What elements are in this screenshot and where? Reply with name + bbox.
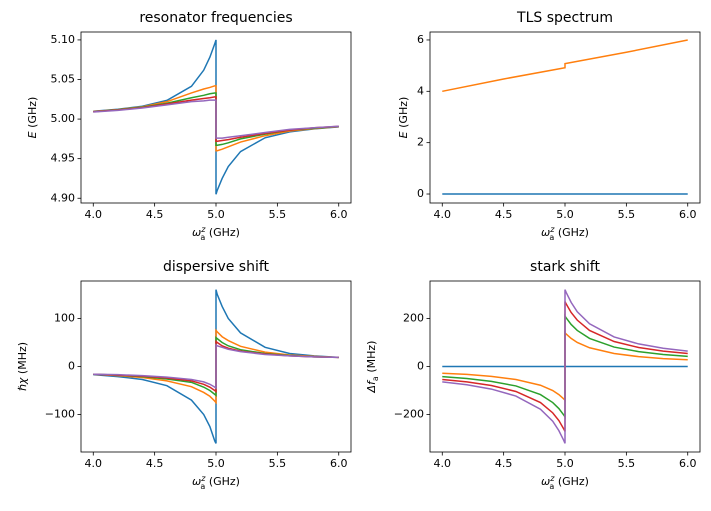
x-axis-label: ωz a (GHz) <box>541 474 589 491</box>
y-tick-label: −100 <box>45 408 75 421</box>
label-subscript: a <box>549 482 554 491</box>
x-tick-label: 6.0 <box>330 457 348 470</box>
y-axis-label: E (GHz) <box>26 97 39 139</box>
x-tick-label: 5.0 <box>556 457 574 470</box>
label-subscript: a <box>549 233 554 242</box>
x-tick-label: 4.0 <box>434 208 452 221</box>
label-subscript: a <box>200 233 205 242</box>
x-axis-label: ωz a (GHz) <box>192 225 240 242</box>
label-symbol: ω <box>192 226 201 239</box>
x-tick-label: 5.5 <box>618 457 636 470</box>
series-line <box>442 289 688 444</box>
x-axis-label: ωz a (GHz) <box>541 225 589 242</box>
label-unit: (GHz) <box>554 226 589 239</box>
subplot: dispersive shift 4.0 4.5 5.0 5.5 6.0 −100 0 100 ω… <box>16 259 352 491</box>
x-tick-label: 4.0 <box>85 457 103 470</box>
label-symbol: ω <box>192 475 201 488</box>
label-unit: (GHz) <box>554 475 589 488</box>
x-tick-label: 5.5 <box>618 208 636 221</box>
label-superscript: z <box>549 474 555 483</box>
series-line <box>93 99 339 139</box>
label-superscript: z <box>200 474 206 483</box>
x-axis-label: ωz a (GHz) <box>192 474 240 491</box>
y-tick-label: 2 <box>417 136 424 149</box>
label-unit: (GHz) <box>205 475 240 488</box>
label-unit: (GHz) <box>26 97 39 132</box>
x-tick-label: 4.0 <box>434 457 452 470</box>
y-axis-label: ℏχ (MHz) <box>16 342 29 391</box>
label-subscript: a <box>200 482 205 491</box>
x-tick-label: 5.5 <box>269 208 287 221</box>
y-tick-label: 4.95 <box>51 152 76 165</box>
x-tick-label: 4.0 <box>85 208 103 221</box>
y-tick-label: −200 <box>394 408 424 421</box>
y-tick-label: 5.05 <box>51 73 76 86</box>
plot-area <box>93 289 339 444</box>
subplot: resonator frequencies 4.0 4.5 5.0 5.5 6.0 4.90… <box>26 10 352 242</box>
label-unit: (MHz) <box>365 341 378 377</box>
subplot-title: resonator frequencies <box>139 10 292 26</box>
x-tick-label: 5.0 <box>556 208 574 221</box>
x-tick-label: 4.5 <box>146 208 164 221</box>
label-unit: (MHz) <box>16 342 29 378</box>
axes-frame <box>429 31 701 204</box>
label-superscript: z <box>549 225 555 234</box>
plot-area <box>93 39 339 195</box>
plot-area <box>442 289 688 444</box>
series-line <box>442 39 688 93</box>
series-line <box>93 343 339 390</box>
label-symbol: ℏχ <box>16 377 29 391</box>
label-symbol: ω <box>541 475 550 488</box>
y-axis-label: Δfa (MHz) <box>365 341 380 394</box>
label-subscript: a <box>371 376 380 381</box>
y-axis-label: E (GHz) <box>397 97 410 139</box>
label-superscript: z <box>200 225 206 234</box>
x-tick-label: 4.5 <box>495 208 513 221</box>
plot-area <box>442 39 688 195</box>
x-tick-label: 4.5 <box>495 457 513 470</box>
y-tick-label: 0 <box>417 187 424 200</box>
label-unit: (GHz) <box>397 97 410 132</box>
subplot-title: TLS spectrum <box>516 10 613 26</box>
label-unit: (GHz) <box>205 226 240 239</box>
y-tick-label: 4 <box>417 84 424 97</box>
y-tick-label: 0 <box>417 360 424 373</box>
label-symbol: E <box>397 131 410 138</box>
y-tick-label: 100 <box>54 311 75 324</box>
x-tick-label: 5.5 <box>269 457 287 470</box>
y-tick-label: 200 <box>403 311 424 324</box>
label-symbol: ω <box>541 226 550 239</box>
x-tick-label: 5.0 <box>207 457 225 470</box>
subplot: TLS spectrum 4.0 4.5 5.0 5.5 6.0 0 2 4 6 ωz a (GHz)… <box>397 10 701 242</box>
y-tick-label: 5.10 <box>51 33 76 46</box>
y-tick-label: 0 <box>68 360 75 373</box>
y-tick-label: 5.00 <box>51 112 76 125</box>
x-tick-label: 6.0 <box>330 208 348 221</box>
x-tick-label: 6.0 <box>679 208 697 221</box>
label-symbol: E <box>26 131 39 138</box>
x-tick-label: 4.5 <box>146 457 164 470</box>
x-tick-label: 5.0 <box>207 208 225 221</box>
y-tick-label: 4.90 <box>51 191 76 204</box>
subplot-title: dispersive shift <box>163 259 270 275</box>
y-tick-label: 6 <box>417 33 424 46</box>
subplot-title: stark shift <box>530 259 600 275</box>
x-tick-label: 6.0 <box>679 457 697 470</box>
label-symbol: Δf <box>365 379 378 394</box>
